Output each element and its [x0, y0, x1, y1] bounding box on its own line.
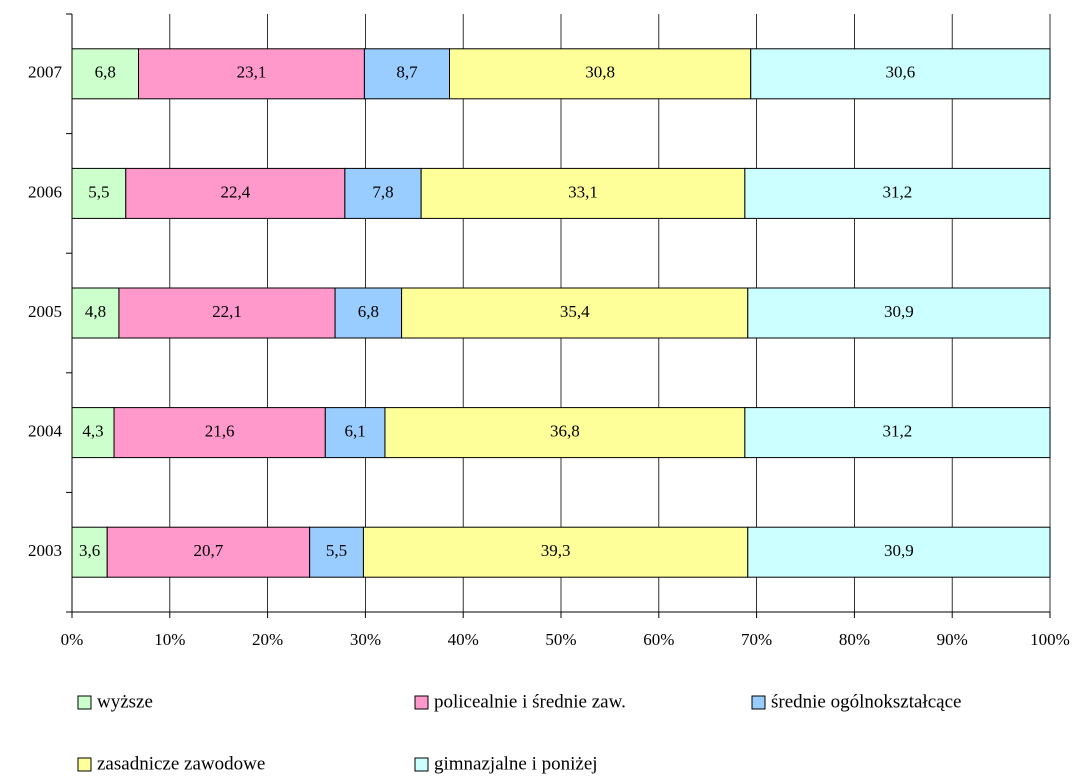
- x-tick-label: 50%: [545, 630, 576, 649]
- bar-segment: [363, 48, 451, 100]
- x-tick-label: 20%: [252, 630, 283, 649]
- bar-segment: [747, 287, 1051, 339]
- data-label: 6,8: [358, 302, 379, 321]
- bar-segment: [106, 526, 311, 578]
- legend-label: gimnazjalne i poniżej: [434, 753, 598, 774]
- data-label: 39,3: [541, 541, 571, 560]
- legend-swatch: [751, 695, 766, 710]
- y-tick-label: 2005: [28, 302, 62, 321]
- data-label: 20,7: [194, 541, 224, 560]
- data-label: 30,9: [884, 541, 914, 560]
- bar-segment: [71, 48, 140, 100]
- bar-segment: [71, 526, 108, 578]
- bars: 3,6 20,7 5,5 39,3 30,9 4,3 21,6 6,1 36,8 31,2 4,8 2…: [71, 48, 1051, 578]
- data-label: 3,6: [79, 541, 100, 560]
- bar-segment: [138, 48, 365, 100]
- data-label: 35,4: [560, 302, 590, 321]
- data-label: 36,8: [550, 422, 580, 441]
- data-label: 5,5: [326, 541, 347, 560]
- data-label: 33,1: [568, 182, 598, 201]
- x-tick-label: 100%: [1030, 630, 1070, 649]
- data-label: 5,5: [88, 182, 109, 201]
- bar-segment: [744, 167, 1051, 219]
- data-label: 8,7: [396, 63, 418, 82]
- data-label: 7,8: [372, 182, 393, 201]
- data-label: 6,1: [345, 422, 366, 441]
- bar-segment: [344, 167, 422, 219]
- data-label: 21,6: [205, 422, 235, 441]
- y-tick-label: 2004: [28, 422, 63, 441]
- bar-segment: [125, 167, 346, 219]
- x-tick-label: 30%: [350, 630, 381, 649]
- data-label: 23,1: [237, 63, 267, 82]
- bar-segment: [384, 407, 746, 459]
- x-tick-label: 70%: [741, 630, 772, 649]
- y-tick-label: 2003: [28, 541, 62, 560]
- data-label: 4,8: [85, 302, 106, 321]
- legend-swatch: [414, 695, 429, 710]
- data-label: 30,8: [585, 63, 615, 82]
- bar-segment: [750, 48, 1051, 100]
- bar-segment: [324, 407, 386, 459]
- bar-segment: [118, 287, 336, 339]
- legend-label: wyższe: [97, 691, 153, 712]
- x-tick-label: 80%: [839, 630, 870, 649]
- bar-segment: [334, 287, 403, 339]
- x-tick-label: 10%: [154, 630, 185, 649]
- bar-segment: [362, 526, 749, 578]
- bar-segment: [449, 48, 752, 100]
- data-label: 4,3: [82, 422, 103, 441]
- legend-label: zasadnicze zawodowe: [97, 753, 265, 774]
- legend-label: policealnie i średnie zaw.: [434, 691, 626, 712]
- x-tick-label: 0%: [61, 630, 84, 649]
- x-tick-label: 60%: [643, 630, 674, 649]
- data-label: 31,2: [883, 422, 913, 441]
- x-tick-label: 90%: [937, 630, 968, 649]
- legend-swatch: [77, 757, 92, 772]
- data-label: 22,4: [220, 182, 250, 201]
- bar-segment: [71, 407, 115, 459]
- legend-swatch: [414, 757, 429, 772]
- legend-swatch: [77, 695, 92, 710]
- axes: 0% 10% 20% 30% 40% 50% 60% 70% 80% 90% 100% 2003 200…: [28, 13, 1070, 649]
- x-tick-label: 40%: [448, 630, 479, 649]
- data-label: 6,8: [95, 63, 116, 82]
- data-label: 30,9: [884, 302, 914, 321]
- data-label: 22,1: [212, 302, 242, 321]
- bar-segment: [401, 287, 749, 339]
- bar-segment: [744, 407, 1051, 459]
- legend: wyższe policealnie i średnie zaw. średnie …: [77, 691, 961, 774]
- legend-label: średnie ogólnokształcące: [771, 691, 961, 712]
- y-tick-label: 2006: [28, 182, 62, 201]
- bar-segment: [309, 526, 364, 578]
- data-label: 31,2: [883, 182, 913, 201]
- bar-segment: [747, 526, 1051, 578]
- data-label: 30,6: [885, 63, 915, 82]
- y-tick-label: 2007: [28, 63, 63, 82]
